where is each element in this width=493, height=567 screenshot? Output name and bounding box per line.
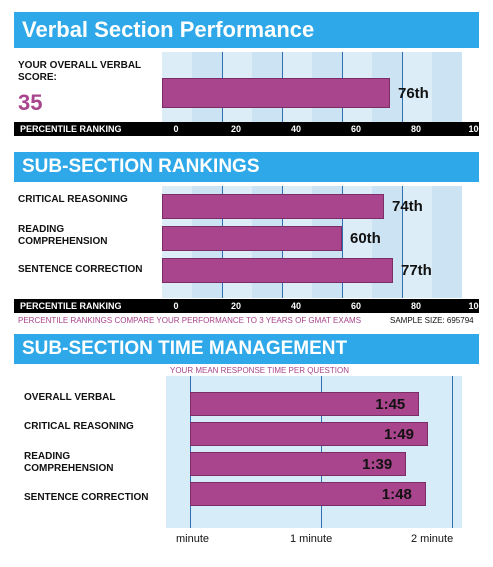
axis-tick-20: 20	[230, 301, 242, 311]
subsection-rankings-title: SUB-SECTION RANKINGS	[14, 152, 479, 182]
axis-tick-80: 80	[410, 301, 422, 311]
subsection-bar-value: 77th	[401, 262, 432, 279]
axis-tick-40: 40	[290, 301, 302, 311]
axis-tick-100: 100	[468, 301, 484, 311]
time-tick-0: minute	[176, 533, 210, 545]
subsection-bar	[162, 194, 384, 219]
subsection-bar-value: 60th	[350, 230, 381, 247]
verbal-percentile-value: 76th	[398, 85, 429, 102]
time-management-plot: 1:45 1:49 1:39 1:48	[166, 376, 462, 528]
axis-tick-0: 0	[173, 124, 179, 134]
time-management-title: SUB-SECTION TIME MANAGEMENT	[14, 334, 479, 364]
time-tick-2: 2 minute	[411, 533, 454, 545]
subsection-bar-value: 74th	[392, 198, 423, 215]
time-bar-value: 1:49	[383, 426, 414, 443]
verbal-section-title: Verbal Section Performance	[14, 12, 479, 48]
axis-tick-100: 100	[468, 124, 484, 134]
verbal-plot-gridline	[402, 52, 403, 122]
percentile-note: PERCENTILE RANKINGS COMPARE YOUR PERFORM…	[18, 316, 362, 325]
verbal-percentile-axis: PERCENTILE RANKING 0 20 40 60 80 100	[14, 122, 484, 136]
time-bar	[190, 422, 428, 446]
overall-verbal-score-label: YOUR OVERALL VERBAL SCORE:	[18, 60, 141, 83]
subsection-bar	[162, 258, 393, 283]
axis-tick-60: 60	[350, 301, 362, 311]
row-label-critical-reasoning: CRITICAL REASONING	[18, 194, 128, 205]
axis-tick-20: 20	[230, 124, 242, 134]
subsection-percentile-plot: 74th 60th 77th	[162, 186, 462, 298]
subsection-plot-band	[432, 186, 462, 298]
sample-size: SAMPLE SIZE: 695794	[390, 316, 474, 325]
time-bar-value: 1:48	[381, 486, 412, 503]
time-row-label-sentence-correction: SENTENCE CORRECTION	[24, 492, 149, 503]
row-label-sentence-correction: SENTENCE CORRECTION	[18, 264, 143, 275]
row-label-reading-comprehension: READING COMPREHENSION	[18, 224, 108, 247]
axis-tick-60: 60	[350, 124, 362, 134]
subsection-plot-gridline	[342, 186, 343, 298]
time-row-label-critical-reasoning: CRITICAL REASONING	[24, 421, 134, 432]
verbal-percentile-bar	[162, 78, 390, 108]
subsection-percentile-axis: PERCENTILE RANKING 0 20 40 60 80 100	[14, 299, 484, 313]
time-bar-value: 1:39	[362, 456, 393, 473]
time-bar-value: 1:45	[375, 396, 406, 413]
axis-tick-80: 80	[410, 124, 422, 134]
axis-tick-0: 0	[173, 301, 179, 311]
time-row-label-overall-verbal: OVERALL VERBAL	[24, 392, 116, 403]
time-bar	[190, 452, 407, 476]
axis-title: PERCENTILE RANKING	[20, 301, 122, 311]
subsection-plot-gridline	[402, 186, 403, 298]
overall-verbal-score: 35	[18, 90, 43, 115]
time-plot-gridline	[452, 376, 453, 528]
time-tick-1: 1 minute	[290, 533, 333, 545]
time-row-label-reading-comprehension: READING COMPREHENSION	[24, 451, 114, 474]
verbal-plot-band	[432, 52, 462, 122]
axis-title: PERCENTILE RANKING	[20, 124, 122, 134]
time-subtitle: YOUR MEAN RESPONSE TIME PER QUESTION	[170, 366, 349, 375]
time-bar	[190, 392, 420, 416]
verbal-percentile-plot: 76th	[162, 52, 462, 122]
subsection-bar	[162, 226, 342, 251]
axis-tick-40: 40	[290, 124, 302, 134]
time-bar	[190, 482, 426, 506]
